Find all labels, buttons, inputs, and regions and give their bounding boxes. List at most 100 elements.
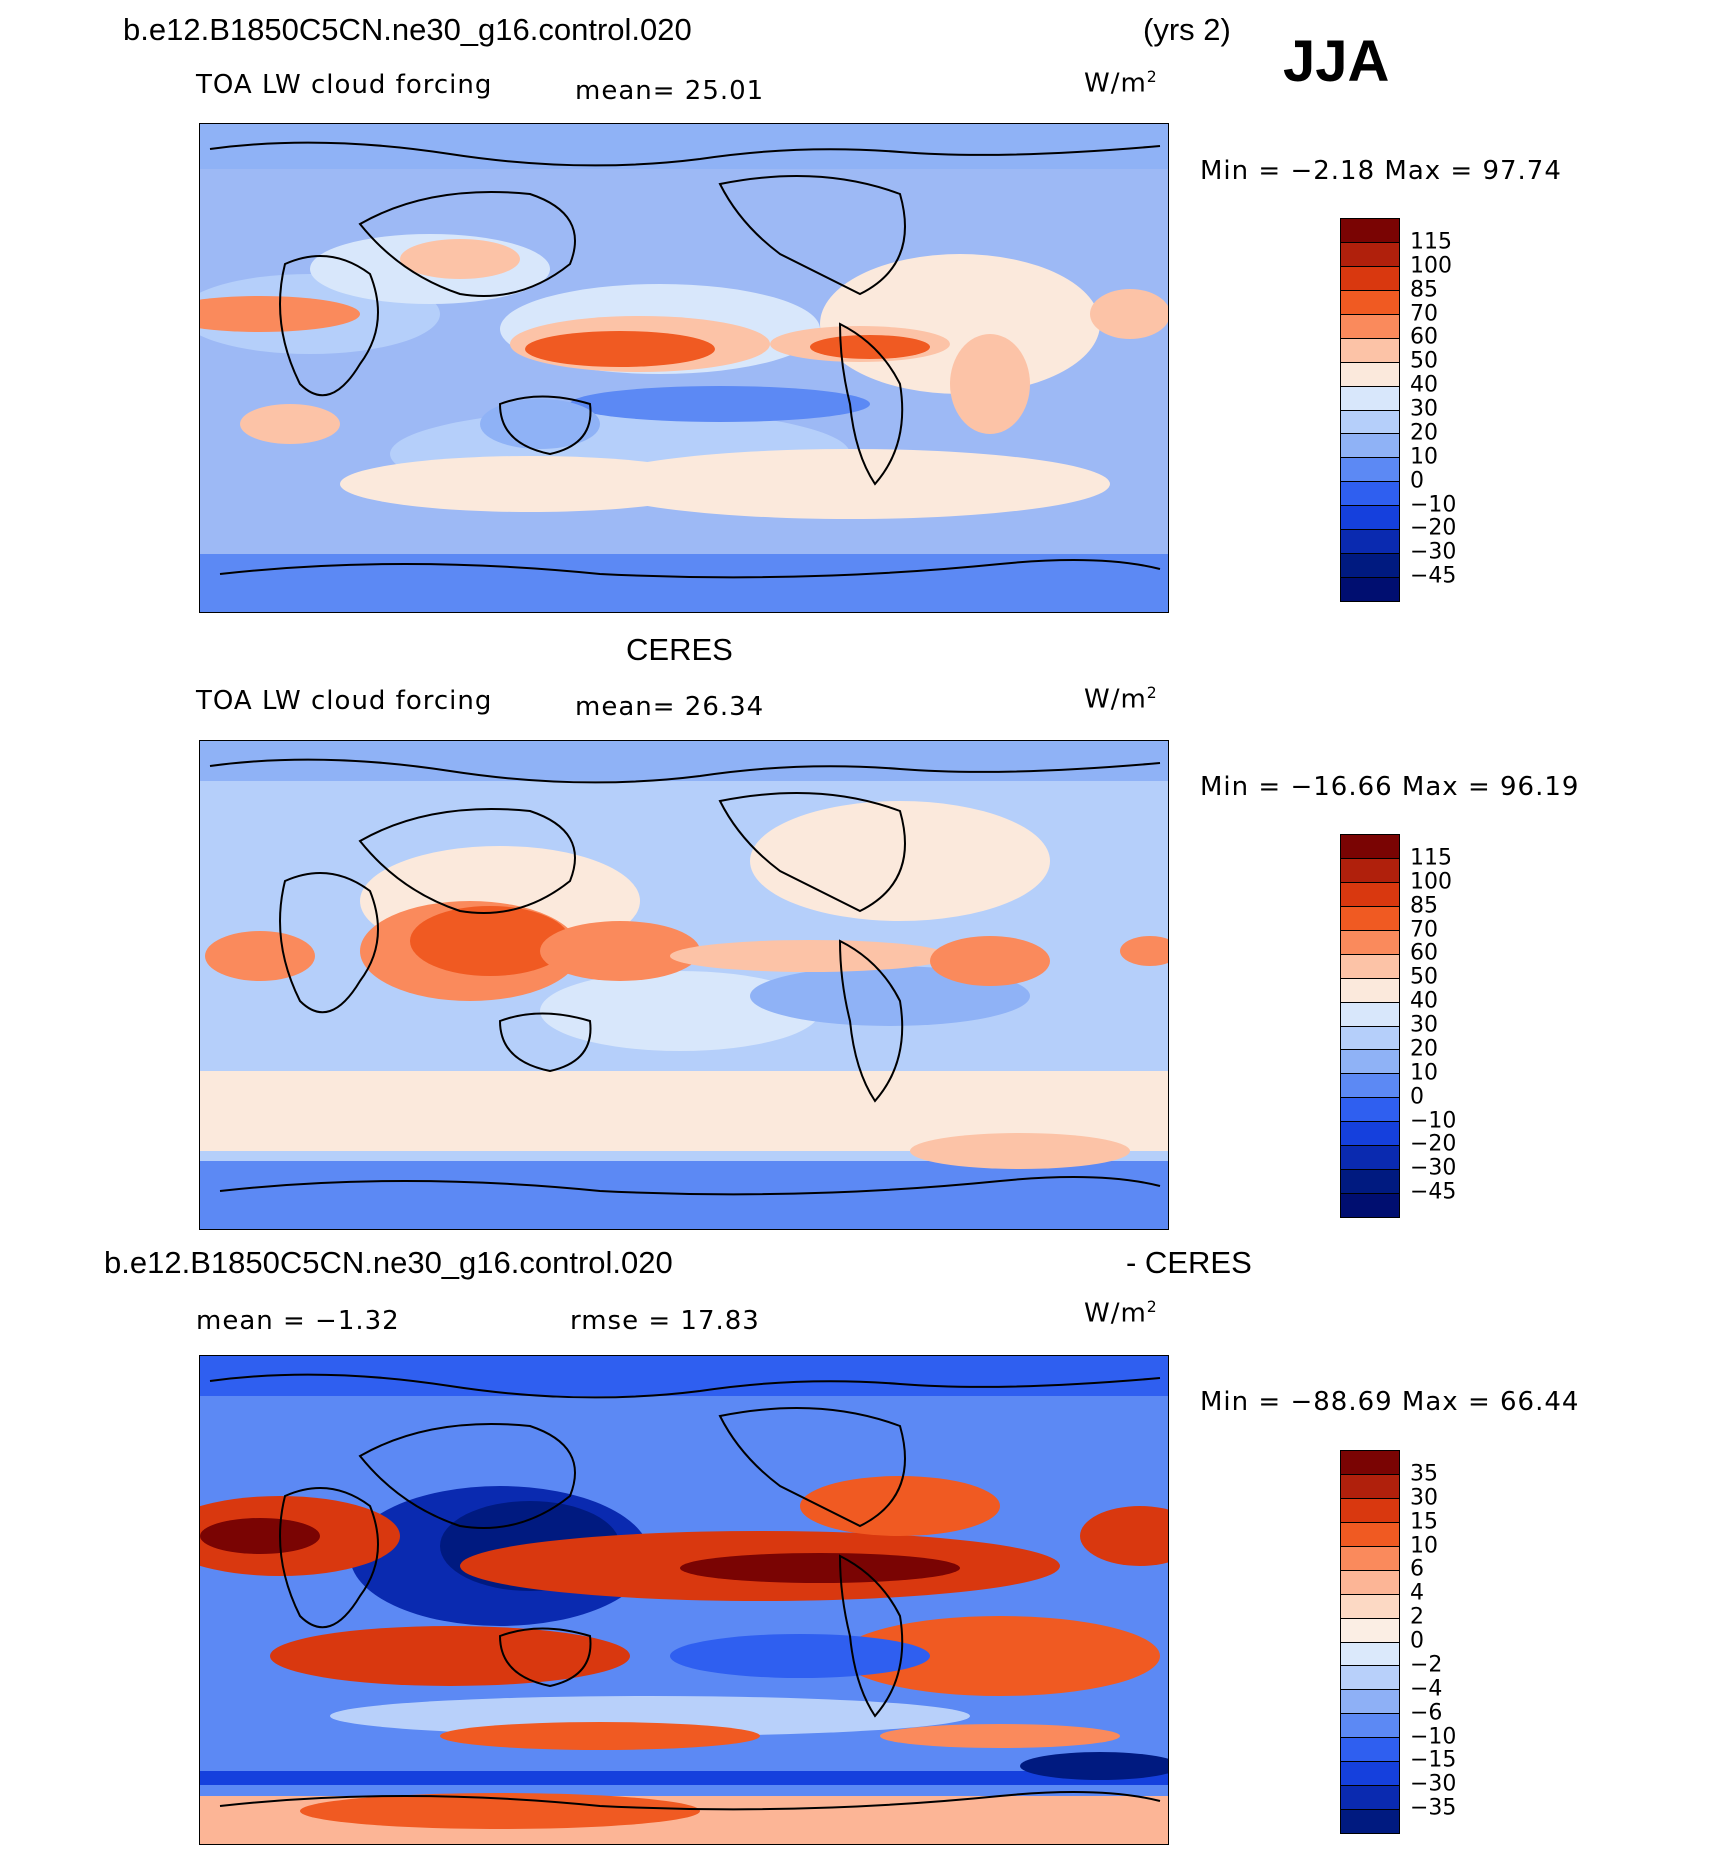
panel1-field	[200, 124, 1168, 612]
colorbar-segment	[1341, 1193, 1399, 1217]
colorbar-segment	[1341, 1025, 1399, 1050]
colorbar-segment	[1341, 953, 1399, 978]
years-label: (yrs 2)	[1143, 12, 1231, 47]
colorbar-tick-label: 0	[1410, 1628, 1424, 1654]
colorbar-segment	[1341, 457, 1399, 482]
case-title: b.e12.B1850C5CN.ne30_g16.control.020	[123, 12, 692, 47]
panel1-units: W/m2	[1084, 68, 1158, 99]
season-label: JJA	[1283, 29, 1390, 94]
colorbar-tick-label: −10	[1410, 1724, 1457, 1749]
colorbar-tick-label: 115	[1410, 229, 1452, 255]
panel3-minmax: Min = −88.69 Max = 66.44	[1200, 1387, 1580, 1417]
colorbar-tick-label: 10	[1410, 1533, 1438, 1558]
colorbar-segment	[1341, 1049, 1399, 1074]
colorbar-segment	[1341, 835, 1399, 858]
colorbar-segment	[1341, 1097, 1399, 1122]
panel3-title-left: b.e12.B1850C5CN.ne30_g16.control.020	[104, 1245, 673, 1280]
colorbar-segment	[1341, 1451, 1399, 1474]
colorbar-segment	[1341, 409, 1399, 434]
colorbar-tick-label: 40	[1410, 988, 1438, 1014]
colorbar-segment	[1341, 1545, 1399, 1570]
panel1-mean: mean= 25.01	[575, 76, 765, 106]
colorbar-segment	[1341, 1665, 1399, 1690]
colorbar-tick-label: −6	[1410, 1700, 1443, 1726]
colorbar-tick-label: 2	[1410, 1604, 1424, 1630]
colorbar-segment	[1341, 1121, 1399, 1146]
colorbar-tick-label: 60	[1410, 940, 1438, 966]
panel1-variable: TOA LW cloud forcing	[196, 70, 493, 100]
colorbar-tick-label: −45	[1410, 563, 1457, 589]
colorbar-segment	[1341, 929, 1399, 954]
colorbar-tick-label: 50	[1410, 348, 1438, 374]
colorbar-tick-label: −30	[1410, 1771, 1457, 1797]
colorbar-segment	[1341, 1737, 1399, 1762]
colorbar-tick-label: 30	[1410, 396, 1438, 422]
colorbar-tick-label: 4	[1410, 1580, 1424, 1606]
colorbar-segment	[1341, 1689, 1399, 1714]
colorbar-tick-label: 20	[1410, 1036, 1438, 1062]
colorbar-segment	[1341, 553, 1399, 578]
colorbar-tick-label: 15	[1410, 1509, 1438, 1535]
colorbar-tick-label: 70	[1410, 917, 1438, 942]
panel2-colorbar-ticks: 115 100 85 70 60 50 40 30 20 10 0 −10 −20 −30 −45	[1410, 834, 1490, 1216]
colorbar-segment	[1341, 977, 1399, 1002]
colorbar-tick-label: 85	[1410, 277, 1438, 303]
colorbar-tick-label: −4	[1410, 1676, 1443, 1702]
colorbar-tick-label: −20	[1410, 1131, 1457, 1157]
panel3-field	[200, 1356, 1168, 1844]
colorbar-segment	[1341, 1617, 1399, 1642]
panel1-minmax: Min = −2.18 Max = 97.74	[1200, 156, 1562, 186]
colorbar-segment	[1341, 529, 1399, 554]
colorbar-tick-label: 115	[1410, 845, 1452, 871]
colorbar-segment	[1341, 1569, 1399, 1594]
colorbar-segment	[1341, 1641, 1399, 1666]
colorbar-segment	[1341, 1497, 1399, 1522]
colorbar-segment	[1341, 905, 1399, 930]
colorbar-segment	[1341, 361, 1399, 386]
colorbar-tick-label: 70	[1410, 301, 1438, 326]
panel2-title: CERES	[626, 632, 733, 667]
colorbar-tick-label: 10	[1410, 444, 1438, 470]
colorbar-tick-label: 30	[1410, 1012, 1438, 1038]
panel2-minmax: Min = −16.66 Max = 96.19	[1200, 772, 1580, 802]
colorbar-segment	[1341, 857, 1399, 882]
panel2-field	[200, 741, 1168, 1229]
colorbar-tick-label: −2	[1410, 1652, 1443, 1678]
colorbar-segment	[1341, 505, 1399, 530]
colorbar-segment	[1341, 219, 1399, 242]
colorbar-tick-label: −30	[1410, 1155, 1457, 1181]
panel2-units: W/m2	[1084, 684, 1158, 715]
colorbar-segment	[1341, 481, 1399, 506]
colorbar-segment	[1341, 313, 1399, 338]
colorbar-segment	[1341, 1169, 1399, 1194]
panel1-colorbar	[1340, 218, 1400, 602]
colorbar-segment	[1341, 1593, 1399, 1618]
panel1-map	[199, 123, 1169, 613]
colorbar-segment	[1341, 1785, 1399, 1810]
colorbar-tick-label: −35	[1410, 1795, 1457, 1821]
colorbar-tick-label: −30	[1410, 539, 1457, 565]
panel3-mean: mean = −1.32	[196, 1306, 400, 1336]
colorbar-segment	[1341, 577, 1399, 601]
colorbar-segment	[1341, 433, 1399, 458]
panel2-colorbar	[1340, 834, 1400, 1218]
panel2-mean: mean= 26.34	[575, 692, 765, 722]
colorbar-tick-label: 0	[1410, 468, 1424, 494]
colorbar-segment	[1341, 881, 1399, 906]
colorbar-segment	[1341, 337, 1399, 362]
panel3-colorbar-ticks: 35 30 15 10 6 4 2 0 −2 −4 −6 −10 −15 −30 −35	[1410, 1450, 1490, 1832]
colorbar-segment	[1341, 1473, 1399, 1498]
colorbar-segment	[1341, 1073, 1399, 1098]
colorbar-tick-label: 20	[1410, 420, 1438, 446]
colorbar-segment	[1341, 265, 1399, 290]
colorbar-tick-label: 100	[1410, 869, 1452, 895]
colorbar-segment	[1341, 1521, 1399, 1546]
colorbar-segment	[1341, 1145, 1399, 1170]
colorbar-segment	[1341, 241, 1399, 266]
panel2-variable: TOA LW cloud forcing	[196, 686, 493, 716]
colorbar-segment	[1341, 1761, 1399, 1786]
colorbar-segment	[1341, 1001, 1399, 1026]
colorbar-tick-label: 85	[1410, 893, 1438, 919]
colorbar-segment	[1341, 1809, 1399, 1833]
panel1-colorbar-ticks: 115 100 85 70 60 50 40 30 20 10 0 −10 −20 −30 −45	[1410, 218, 1490, 600]
